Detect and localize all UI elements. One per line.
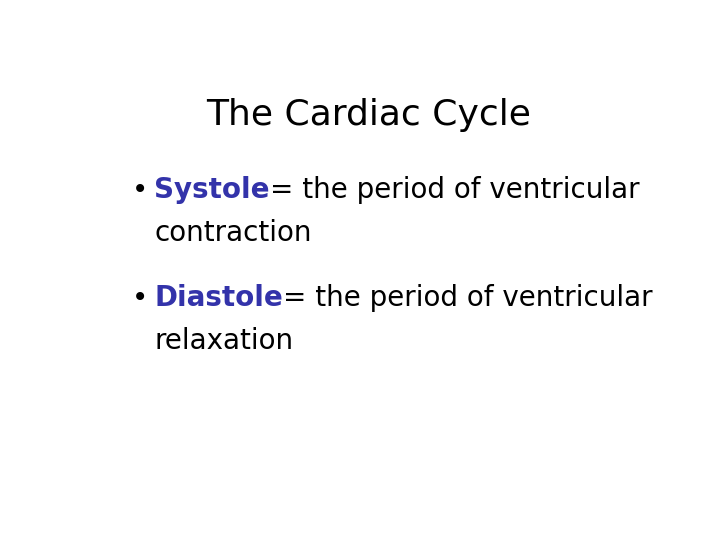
Text: contraction: contraction: [154, 219, 312, 247]
Text: Systole: Systole: [154, 176, 270, 204]
Text: Diastole: Diastole: [154, 284, 283, 312]
Text: The Cardiac Cycle: The Cardiac Cycle: [207, 98, 531, 132]
Text: •: •: [132, 176, 148, 204]
Text: = the period of ventricular: = the period of ventricular: [270, 176, 639, 204]
Text: relaxation: relaxation: [154, 327, 293, 355]
Text: •: •: [132, 284, 148, 312]
Text: = the period of ventricular: = the period of ventricular: [283, 284, 652, 312]
